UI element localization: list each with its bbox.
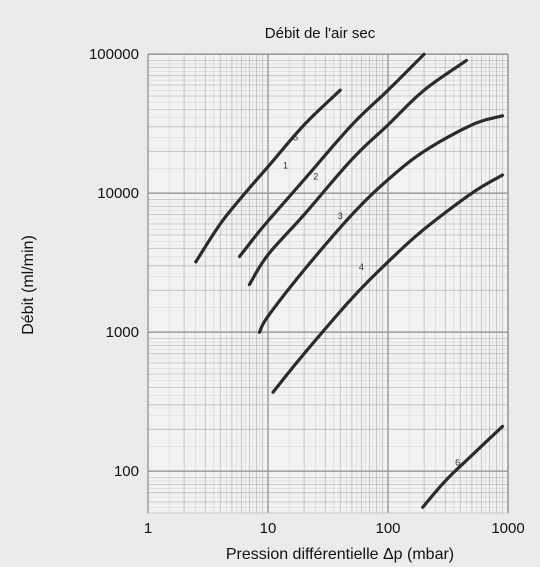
series-label-2: 2 — [313, 172, 318, 182]
series-curve-4 — [271, 173, 505, 394]
series-curve-1 — [238, 52, 426, 259]
chart-title: Débit de l'air sec — [265, 25, 376, 42]
series-curve-labels: 5 1 2 3 4 6 — [283, 132, 460, 467]
series-label-6: 6 — [455, 457, 460, 467]
x-tick-labels: 1 10 100 1000 — [144, 520, 525, 537]
series-curve-3 — [257, 114, 505, 334]
plot-area — [148, 54, 508, 513]
y-tick-label: 1000 — [106, 324, 139, 341]
series-label-4: 4 — [359, 262, 364, 272]
series-curves — [194, 52, 505, 509]
series-curve-6 — [421, 424, 505, 509]
series-label-1: 1 — [283, 161, 288, 171]
x-tick-label: 10 — [260, 520, 277, 537]
grid-lines — [147, 53, 509, 514]
series-curve-2 — [247, 58, 468, 287]
y-tick-label: 100000 — [89, 46, 139, 63]
y-tick-label: 10000 — [97, 185, 139, 202]
x-tick-label: 1 — [144, 520, 152, 537]
y-axis-label: Débit (ml/min) — [20, 235, 37, 335]
series-label-3: 3 — [338, 211, 343, 221]
y-tick-label: 100 — [114, 463, 139, 480]
series-curve-5 — [194, 88, 342, 264]
series-label-5: 5 — [293, 132, 298, 142]
x-tick-label: 100 — [375, 520, 400, 537]
x-axis-label: Pression différentielle Δp (mbar) — [226, 546, 454, 563]
x-tick-label: 1000 — [491, 520, 524, 537]
y-tick-labels: 100 1000 10000 100000 — [89, 46, 139, 480]
